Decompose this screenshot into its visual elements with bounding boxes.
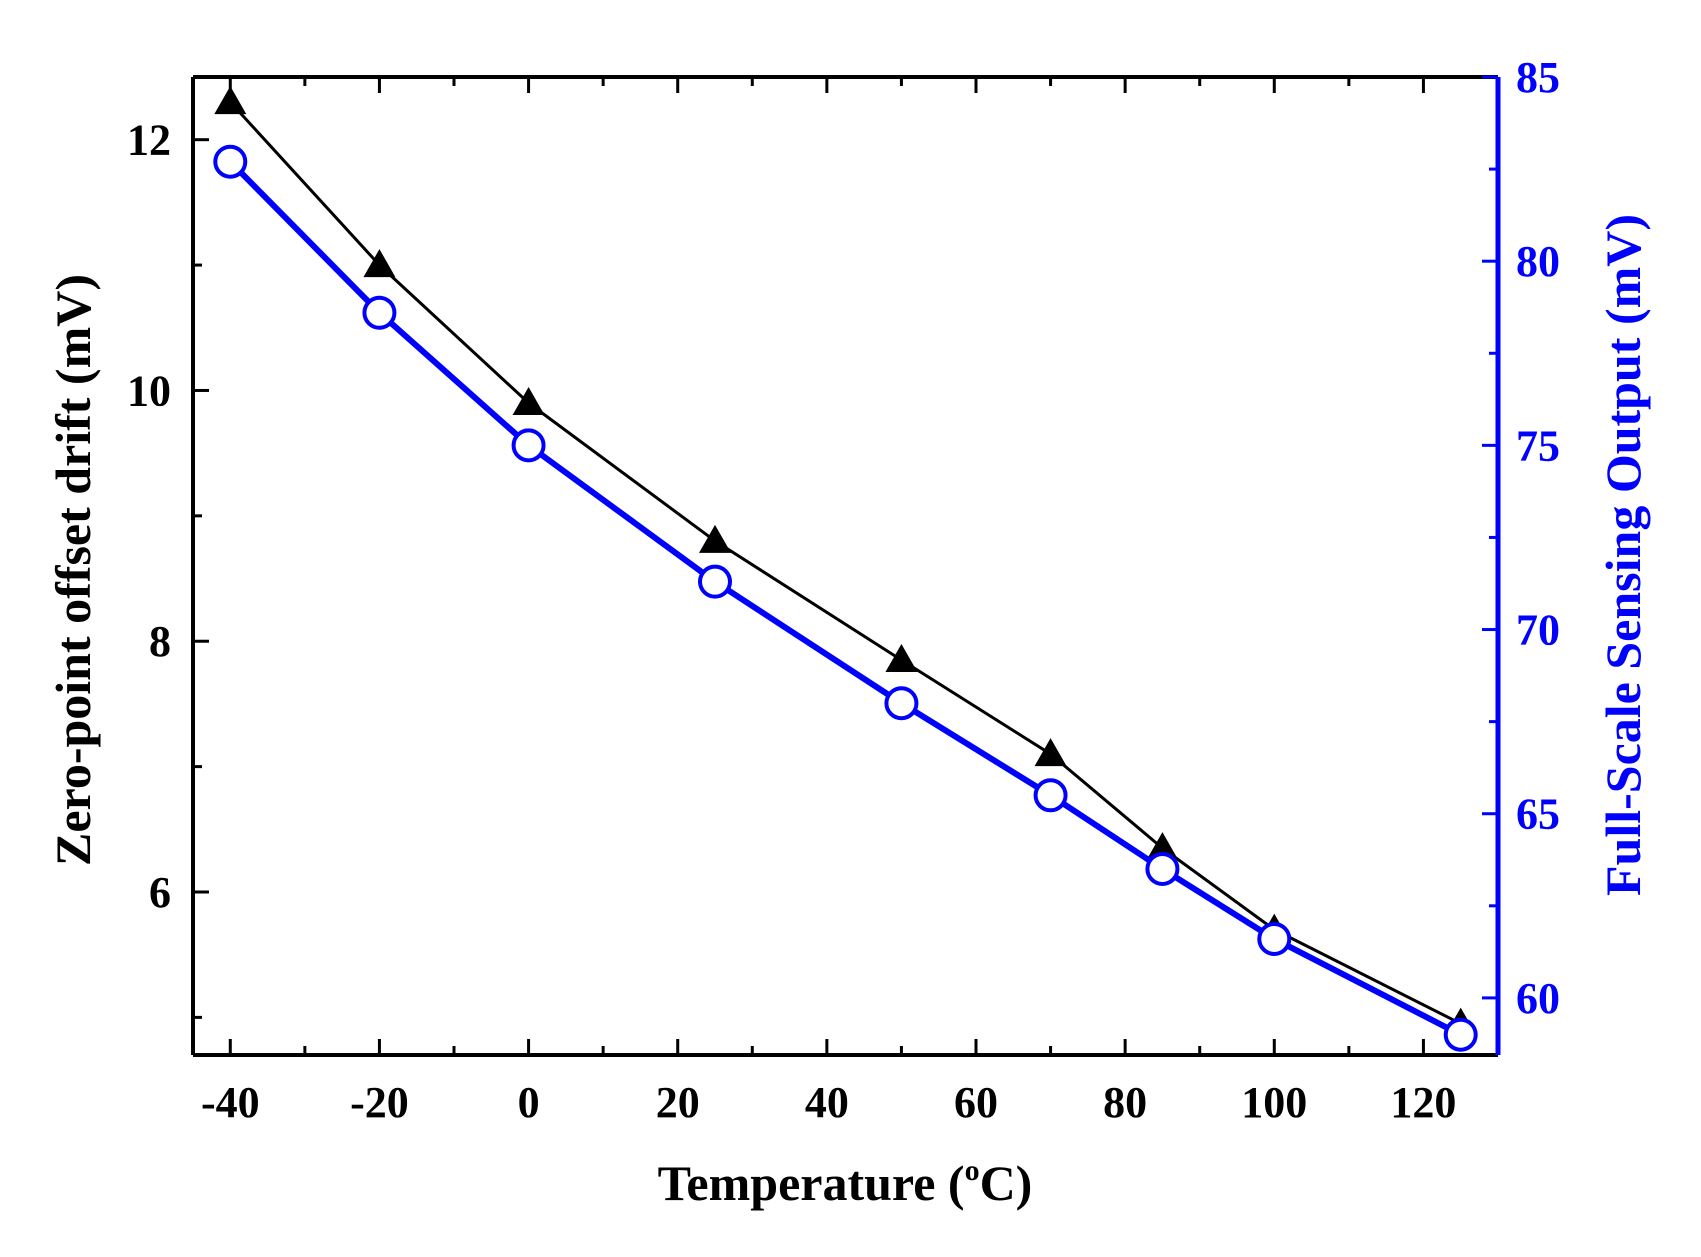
left-y-tick-label: 12 xyxy=(127,116,171,165)
x-axis-ticks: -40 -20 0 20 40 60 80 100 120 xyxy=(201,77,1456,1127)
full-scale-output-point xyxy=(1257,921,1292,956)
left-y-axis-title: Zero-point offset drift (mV) xyxy=(45,274,101,866)
full-scale-output-point xyxy=(1145,851,1180,886)
full-scale-output-point xyxy=(1033,778,1068,813)
offset-drift-point xyxy=(363,249,396,278)
full-scale-output-point xyxy=(884,686,919,721)
right-y-tick-label: 80 xyxy=(1516,237,1560,286)
full-scale-output-point xyxy=(362,295,397,330)
left-y-axis-ticks: 6 8 10 12 xyxy=(127,116,209,1019)
offset-drift-point xyxy=(885,644,918,673)
offset-drift-point xyxy=(1034,738,1067,767)
full-scale-output-point xyxy=(1443,1017,1478,1052)
full-scale-output-point xyxy=(213,144,248,179)
x-tick-label: 0 xyxy=(518,1078,540,1127)
x-tick-label: 20 xyxy=(656,1078,700,1127)
right-y-axis-title: Full-Scale Sensing Output (mV) xyxy=(1595,214,1651,896)
x-tick-label: -40 xyxy=(201,1078,260,1127)
offset-drift-point xyxy=(214,86,247,115)
x-tick-label: 100 xyxy=(1241,1078,1307,1127)
right-y-axis-ticks: 60 65 70 75 80 85 xyxy=(1482,53,1560,1023)
right-y-tick-label: 65 xyxy=(1516,790,1560,839)
left-y-tick-label: 6 xyxy=(149,868,171,917)
full-scale-output-point xyxy=(511,428,546,463)
x-tick-label: 60 xyxy=(954,1078,998,1127)
right-y-tick-label: 70 xyxy=(1516,606,1560,655)
series-full-scale-sensing-output xyxy=(213,144,1478,1052)
right-y-tick-label: 85 xyxy=(1516,53,1560,102)
x-axis-title: Temperature (oC) xyxy=(658,1154,1033,1211)
right-y-tick-label: 60 xyxy=(1516,974,1560,1023)
x-tick-label: 120 xyxy=(1390,1078,1456,1127)
left-y-tick-label: 10 xyxy=(127,366,171,415)
x-tick-label: -20 xyxy=(350,1078,409,1127)
full-scale-output-point xyxy=(698,564,732,599)
x-tick-label: 80 xyxy=(1103,1078,1147,1127)
x-tick-label: 40 xyxy=(805,1078,849,1127)
offset-drift-point xyxy=(512,387,545,415)
offset-drift-point xyxy=(1146,832,1179,861)
offset-drift-point xyxy=(699,524,731,553)
right-y-tick-label: 75 xyxy=(1516,421,1560,470)
left-y-tick-label: 8 xyxy=(149,617,171,666)
